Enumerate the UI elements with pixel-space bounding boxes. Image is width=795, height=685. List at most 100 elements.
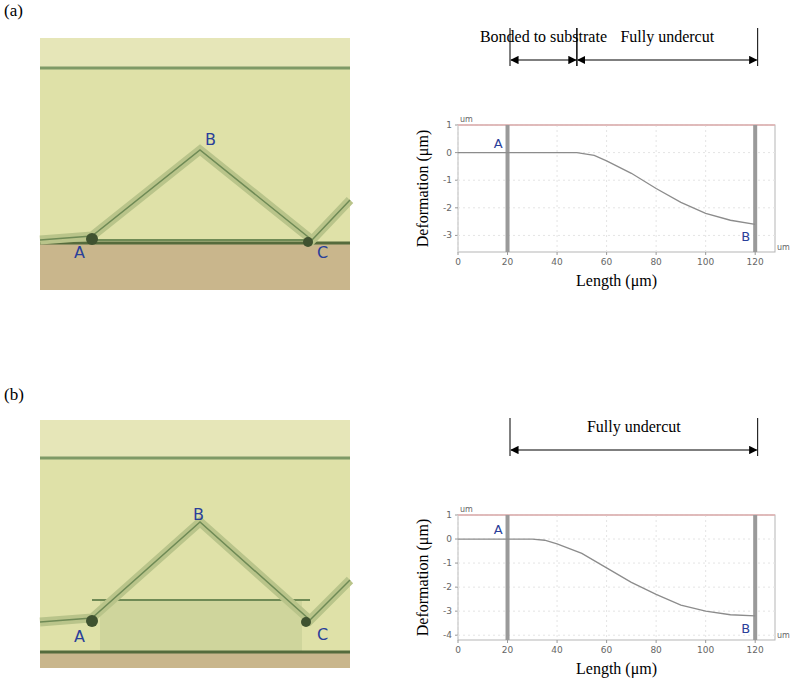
cursor-bar: [753, 515, 757, 640]
tick-label: -2: [443, 203, 452, 213]
tick-label: 0: [446, 534, 452, 544]
top-edge: [40, 67, 350, 70]
tick-mark: [455, 539, 458, 540]
plot-frame: [458, 125, 775, 252]
top-edge: [40, 457, 350, 460]
x-axis-title: Length (μm): [576, 272, 657, 290]
deformation-line: [458, 539, 755, 616]
beam-edge: [40, 522, 350, 622]
photo-ground: [40, 420, 350, 668]
anchor-shadow: [301, 617, 311, 627]
span-end: [757, 28, 758, 66]
unit-label: um: [460, 505, 473, 514]
top-region: [40, 38, 350, 68]
tick-mark: [705, 640, 706, 643]
marker-label: A: [494, 136, 503, 151]
deformation-line: [458, 153, 755, 225]
span-end: [576, 28, 577, 66]
tick-label: 20: [502, 645, 514, 655]
span-end: [576, 28, 577, 66]
undercut-edge: [92, 599, 310, 601]
substrate: [40, 243, 350, 290]
tick-label: 0: [455, 645, 461, 655]
tick-mark: [557, 252, 558, 255]
undercut-edge: [92, 239, 312, 241]
tick-label: 40: [551, 257, 563, 267]
tick-mark: [458, 640, 459, 643]
grid-line: [458, 515, 459, 640]
tick-label: 100: [697, 257, 714, 267]
tick-label: 1: [446, 510, 452, 520]
grid-line: [656, 515, 657, 640]
data-group: [458, 515, 757, 640]
tick-mark: [656, 640, 657, 643]
tick-mark: [507, 252, 508, 255]
tick-mark: [557, 640, 558, 643]
image-label: B: [205, 130, 216, 149]
tick-label: -3: [443, 230, 452, 240]
image-label: A: [74, 243, 85, 262]
span-end: [510, 418, 511, 456]
photo-ground: [40, 38, 350, 290]
unit-label: um: [777, 631, 790, 640]
tick-mark: [755, 640, 756, 643]
span-end: [757, 418, 758, 456]
grid-line: [458, 125, 459, 252]
span-arrow: [511, 59, 576, 60]
grid-line: [606, 125, 607, 252]
tick-label: 80: [650, 257, 662, 267]
image-label: A: [74, 627, 85, 646]
tick-label: -1: [443, 175, 452, 185]
grid-line: [705, 515, 706, 640]
anchor-shadow: [86, 615, 98, 627]
grid-line: [557, 125, 558, 252]
tick-label: 120: [747, 645, 764, 655]
plot-frame: [458, 515, 775, 640]
span-label: Fully undercut: [620, 28, 714, 46]
grid-line: [705, 125, 706, 252]
substrate: [40, 652, 350, 668]
span-arrow: [578, 59, 757, 60]
panel-letter: (b): [4, 385, 24, 404]
top-region: [40, 420, 350, 458]
tick-label: 60: [601, 645, 613, 655]
cursor-bar: [506, 515, 510, 640]
grid-line: [557, 515, 558, 640]
marker-label: A: [494, 522, 503, 537]
undercut-region: [100, 600, 302, 652]
tick-mark: [455, 563, 458, 564]
panel-photo: A B C: [40, 38, 350, 290]
tick-mark: [606, 640, 607, 643]
span-arrow: [511, 449, 757, 450]
tick-label: -2: [443, 582, 452, 592]
tick-mark: [606, 252, 607, 255]
image-label: C: [317, 625, 328, 644]
span-label: Bonded to substrate: [480, 28, 607, 45]
tick-mark: [656, 252, 657, 255]
data-group: [458, 125, 757, 252]
anchor-shadow: [86, 233, 98, 245]
tick-mark: [458, 252, 459, 255]
tick-label: 60: [601, 257, 613, 267]
marker-label: B: [741, 621, 750, 636]
tick-label: 40: [551, 645, 563, 655]
cursor-bar: [753, 125, 757, 252]
tick-label: 0: [446, 148, 452, 158]
grid-line: [606, 515, 607, 640]
tick-mark: [455, 207, 458, 208]
substrate-edge: [40, 651, 350, 654]
tick-label: -3: [443, 606, 452, 616]
tick-label: 80: [650, 645, 662, 655]
tick-label: -1: [443, 558, 452, 568]
span-label: Fully undercut: [587, 418, 681, 436]
tick-label: 1: [446, 120, 452, 130]
unit-label: um: [777, 243, 790, 252]
tick-label: -4: [443, 630, 452, 640]
tick-mark: [507, 640, 508, 643]
tick-mark: [455, 152, 458, 153]
panel-photo: ABC: [40, 420, 350, 668]
cursor-bar: [506, 125, 510, 252]
image-label: C: [317, 243, 328, 262]
panel-letter: (a): [4, 1, 23, 20]
beam: [40, 522, 350, 622]
